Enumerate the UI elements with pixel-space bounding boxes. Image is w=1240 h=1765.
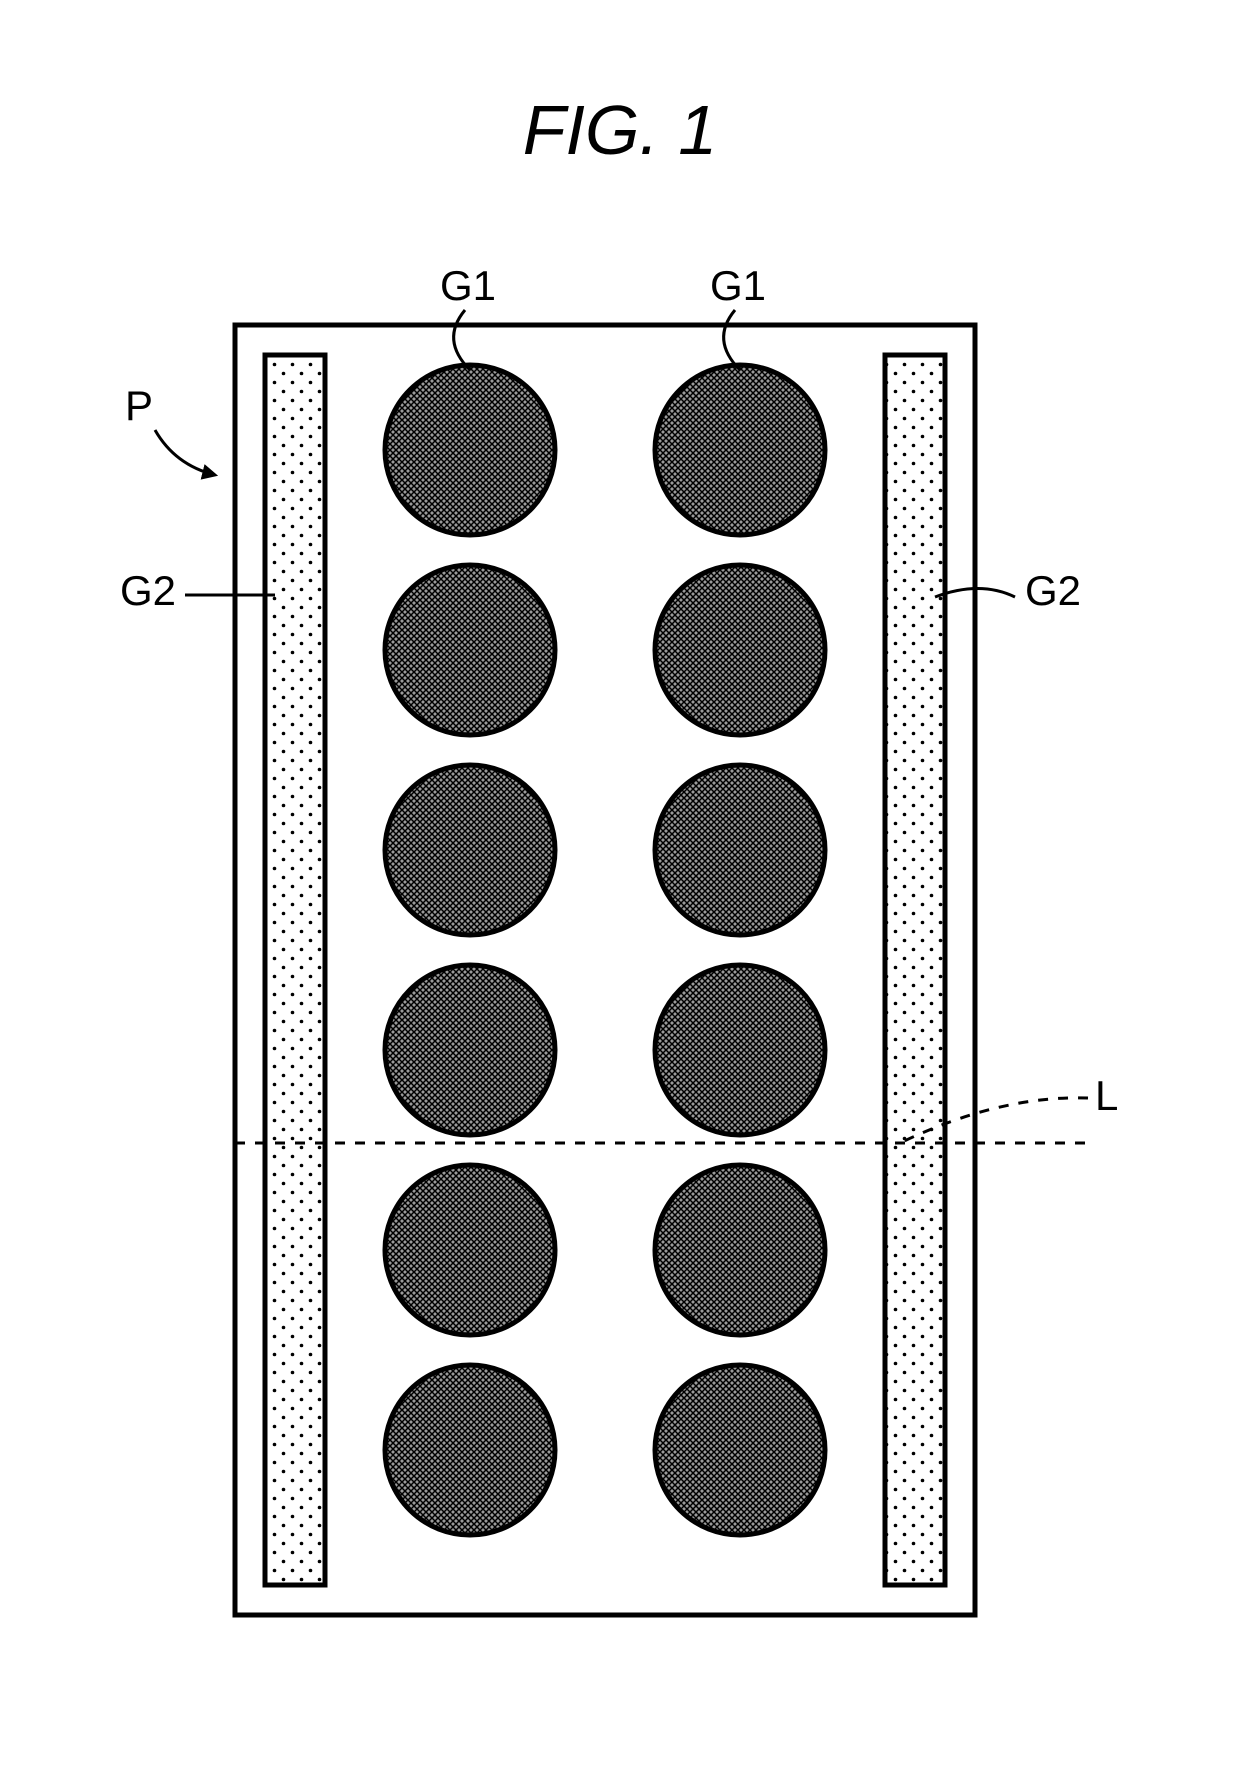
circle-r4-c1 xyxy=(655,1165,825,1335)
label-p: P xyxy=(125,382,153,429)
circle-r1-c1 xyxy=(655,565,825,735)
label-g2-right: G2 xyxy=(1025,567,1081,614)
label-g2-left: G2 xyxy=(120,567,176,614)
circle-r0-c0 xyxy=(385,365,555,535)
leader-p-arrow xyxy=(155,430,215,475)
circle-r5-c0 xyxy=(385,1365,555,1535)
circle-r2-c1 xyxy=(655,765,825,935)
strip-left xyxy=(265,355,325,1585)
circle-r3-c1 xyxy=(655,965,825,1135)
figure-diagram: G1 G1 G2 G2 P L xyxy=(0,0,1240,1765)
label-l: L xyxy=(1095,1072,1118,1119)
circle-r3-c0 xyxy=(385,965,555,1135)
outer-box xyxy=(235,325,975,1615)
circle-r1-c0 xyxy=(385,565,555,735)
label-g1-right: G1 xyxy=(710,262,766,309)
page: FIG. 1 G1 G1 G2 G2 P L xyxy=(0,0,1240,1765)
circle-r4-c0 xyxy=(385,1165,555,1335)
strip-right xyxy=(885,355,945,1585)
label-g1-left: G1 xyxy=(440,262,496,309)
circle-r0-c1 xyxy=(655,365,825,535)
circle-r5-c1 xyxy=(655,1365,825,1535)
circle-r2-c0 xyxy=(385,765,555,935)
figure-title: FIG. 1 xyxy=(523,90,717,170)
